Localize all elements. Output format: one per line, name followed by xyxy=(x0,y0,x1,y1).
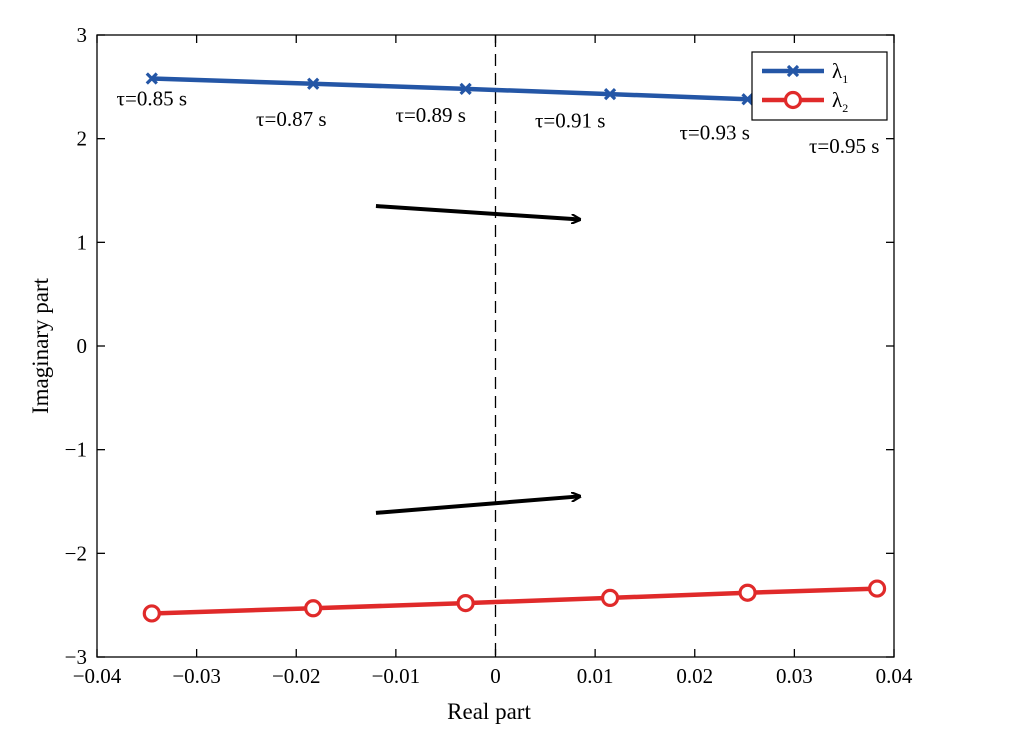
series-1-point xyxy=(741,93,754,106)
tau-annotation-1: τ=0.85 s xyxy=(117,86,187,110)
series-1-point xyxy=(307,77,320,90)
x-tick-label: −0.04 xyxy=(73,664,122,688)
x-tick-label: 0.04 xyxy=(876,664,913,688)
direction-arrow-1 xyxy=(375,204,580,219)
y-tick-label: 2 xyxy=(77,127,88,151)
series-2 xyxy=(142,579,887,623)
x-tick-label: −0.03 xyxy=(172,664,221,688)
series-2-point xyxy=(867,579,887,598)
x-tick-label: −0.01 xyxy=(372,664,421,688)
tau-annotation-6: τ=0.95 s xyxy=(809,134,879,158)
x-tick-label: 0.03 xyxy=(776,664,813,688)
series-1-point xyxy=(459,82,472,96)
x-axis-title: Real part xyxy=(447,699,531,724)
tau-annotation-4: τ=0.91 s xyxy=(535,108,605,132)
tau-annotation-2: τ=0.87 s xyxy=(256,107,326,131)
series-1-point xyxy=(603,87,617,101)
tau-annotation-3: τ=0.89 s xyxy=(396,103,466,127)
y-tick-label: −3 xyxy=(65,645,87,669)
y-axis-title: Imaginary part xyxy=(28,277,53,414)
y-tick-label: 3 xyxy=(77,23,88,47)
direction-arrow-2 xyxy=(375,496,580,515)
y-tick-label: −2 xyxy=(65,541,87,565)
legend-marker xyxy=(786,64,800,78)
legend-marker xyxy=(783,90,803,110)
series-1-point xyxy=(145,72,158,85)
tau-annotation-5: τ=0.93 s xyxy=(679,121,749,145)
x-tick-label: −0.02 xyxy=(272,664,321,688)
x-tick-label: 0.02 xyxy=(676,664,713,688)
series-2-line xyxy=(151,586,878,616)
x-tick-label: 0 xyxy=(490,664,501,688)
x-tick-label: 0.01 xyxy=(577,664,614,688)
y-tick-label: −1 xyxy=(65,438,87,462)
series-2-point xyxy=(304,599,323,618)
y-tick-label: 0 xyxy=(77,334,88,358)
series-2-point xyxy=(456,593,475,613)
series-2-point xyxy=(600,588,620,608)
series-2-point xyxy=(738,583,757,602)
y-tick-label: 1 xyxy=(77,230,88,254)
legend-box xyxy=(751,51,888,121)
series-2-point xyxy=(142,604,161,623)
